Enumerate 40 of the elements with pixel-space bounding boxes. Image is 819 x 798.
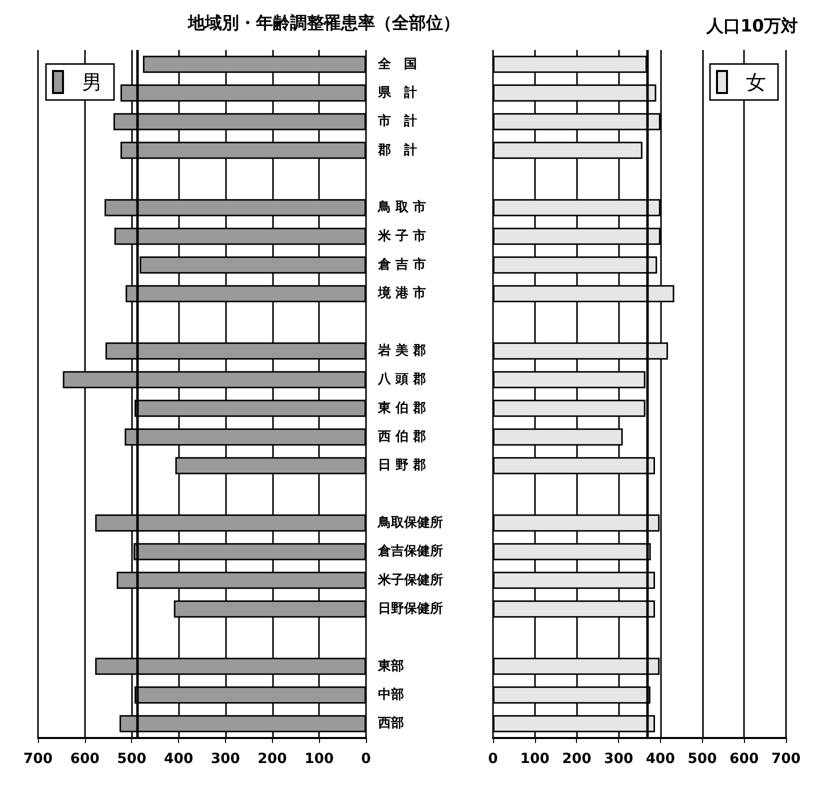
x-tick-label: 400	[646, 751, 676, 767]
legend-label: 女	[746, 70, 766, 94]
y-tick-label: 境 港 市	[377, 285, 426, 302]
x-tick-label: 700	[771, 751, 801, 767]
y-tick-label: 東 伯 郡	[377, 400, 426, 416]
y-tick-label: 鳥取保健所	[377, 514, 443, 530]
y-tick-label: 日 野 郡	[378, 458, 426, 474]
y-tick-label: 日野保健所	[378, 600, 443, 616]
x-tick-label: 400	[164, 751, 194, 767]
x-tick-label: 500	[117, 751, 147, 767]
x-tick-label: 200	[258, 751, 288, 767]
x-tick-label: 500	[688, 751, 718, 767]
y-tick-label: 倉 吉 市	[377, 256, 426, 272]
y-tick-label: 全 国	[377, 56, 417, 72]
x-tick-label: 100	[304, 751, 334, 767]
legend-label: 男	[82, 70, 102, 94]
x-tick-label: 600	[70, 751, 100, 767]
x-tick-label: 300	[604, 751, 634, 767]
y-tick-label: 倉吉保健所	[377, 543, 443, 560]
y-tick-label: 八 頭 郡	[377, 372, 426, 388]
y-tick-label: 岩 美 郡	[377, 342, 426, 358]
y-tick-label: 米 子 市	[377, 228, 426, 244]
y-tick-label: 郡 計	[377, 142, 417, 158]
x-tick-label: 200	[562, 751, 592, 767]
chart-title: 地域別・年齢調整罹患率（全部位）	[187, 14, 460, 34]
y-tick-label: 米子保健所	[377, 572, 443, 588]
y-tick-label: 市 計	[377, 113, 417, 130]
x-tick-label: 0	[361, 751, 372, 767]
y-tick-label: 鳥 取 市	[377, 199, 426, 216]
y-tick-label: 東部	[377, 658, 404, 674]
y-tick-label: 県 計	[377, 84, 417, 100]
x-tick-label: 100	[520, 751, 550, 767]
x-tick-label: 0	[488, 751, 498, 767]
x-tick-label: 300	[210, 751, 240, 767]
y-tick-label: 中部	[378, 686, 404, 702]
x-tick-label: 700	[23, 751, 53, 767]
y-tick-label: 西 伯 郡	[377, 430, 426, 444]
y-tick-label: 西部	[377, 715, 404, 732]
x-tick-label: 600	[730, 751, 760, 767]
text: 人口10万対	[705, 16, 798, 36]
